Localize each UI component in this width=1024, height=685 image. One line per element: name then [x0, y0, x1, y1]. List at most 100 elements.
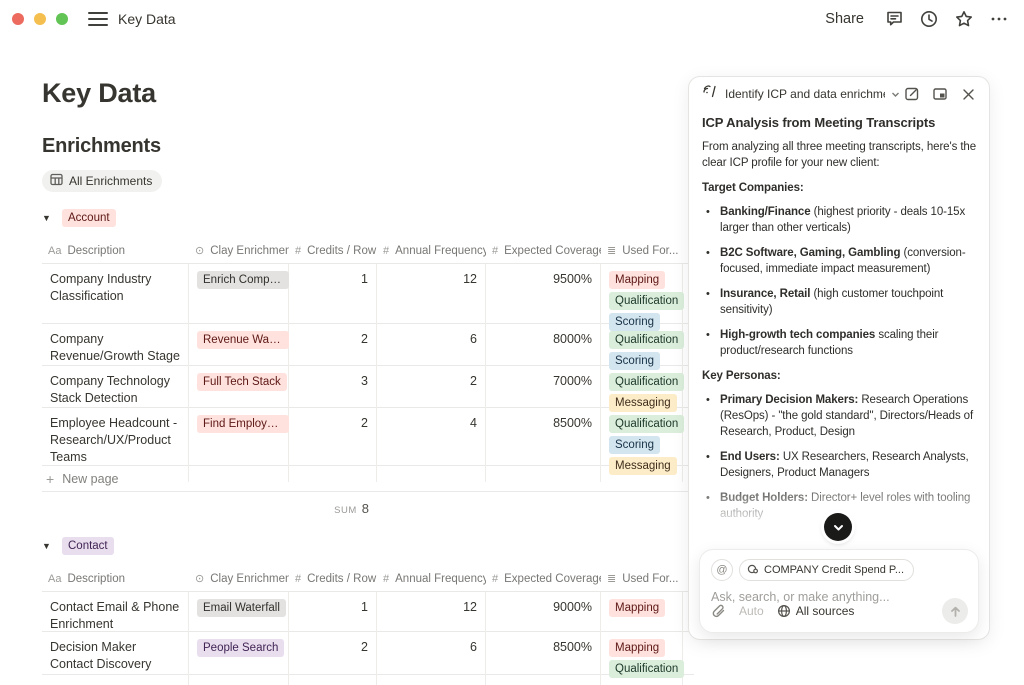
cell-description[interactable]: Contact Email & Phone Enrichment [42, 592, 189, 640]
tag-qualification: Qualification [609, 415, 685, 433]
share-button[interactable]: Share [825, 10, 864, 27]
cell-used-for[interactable]: Qualification Scoring [601, 324, 685, 377]
group-tag[interactable]: Contact [62, 537, 114, 555]
column-header-credits-row[interactable]: # Credits / Row [295, 244, 377, 257]
tag-qualification: Qualification [609, 373, 685, 391]
column-header-used-for-[interactable]: ≣ Used For... [607, 244, 679, 258]
tag-mapping: Mapping [609, 271, 666, 289]
minimize-window-button[interactable] [34, 12, 46, 25]
chip-logo-icon [747, 563, 759, 578]
view-tab-all-enrichments[interactable]: All Enrichments [42, 170, 163, 192]
comments-icon[interactable] [883, 8, 905, 30]
new-page-button[interactable]: + New page [42, 466, 694, 492]
group-toggle-icon[interactable]: ▼ [42, 213, 51, 223]
view-tab-label: All Enrichments [69, 174, 153, 188]
column-header-description[interactable]: Aa Description [48, 244, 125, 257]
open-as-page-icon[interactable] [929, 83, 951, 105]
sidebar-menu-icon[interactable] [88, 11, 108, 26]
cell-expected-coverage[interactable]: 8000% [486, 324, 601, 377]
column-header-clay-enrichment[interactable]: ⊙ Clay Enrichment [195, 244, 289, 258]
cell-annual-frequency[interactable]: 12 [377, 264, 486, 338]
attach-paperclip-icon[interactable] [711, 604, 726, 619]
cell-annual-frequency[interactable]: 12 [377, 592, 486, 640]
group-toggle-icon[interactable]: ▼ [42, 541, 51, 551]
mode-selector[interactable]: Auto [739, 604, 764, 618]
cell-annual-frequency[interactable]: 2 [377, 366, 486, 419]
tag-revenue-waterfall: Revenue Waterfall [197, 331, 289, 349]
column-type-icon: ⊙ [195, 573, 205, 585]
ai-section-label: Target Companies: [702, 182, 804, 194]
cell-annual-frequency[interactable]: 4 [377, 408, 486, 482]
ai-thread-title[interactable]: Identify ICP and data enrichments [725, 87, 885, 101]
chevron-down-icon[interactable] [890, 89, 901, 100]
column-type-icon: # [383, 244, 390, 257]
mention-button[interactable]: @ [711, 559, 733, 581]
cell-clay-enrichment[interactable]: Email Waterfall [189, 592, 289, 640]
zoom-window-button[interactable] [56, 12, 68, 25]
cell-expected-coverage[interactable]: 9000% [486, 592, 601, 640]
ai-message-section: Key Personas: • Primary Decision Makers:… [702, 368, 976, 522]
close-window-button[interactable] [12, 12, 24, 25]
context-chip[interactable]: COMPANY Credit Spend P... [739, 559, 915, 581]
tag-full-tech-stack: Full Tech Stack [197, 373, 287, 391]
column-sum[interactable]: sum 8 [334, 501, 369, 516]
table-group-account: ▼ Account Aa Description ⊙ Clay Enrichment #… [42, 208, 697, 520]
column-header-used-for-[interactable]: ≣ Used For... [607, 572, 679, 586]
tag-people-search: People Search [197, 639, 285, 657]
cell-credits-row[interactable]: 2 [289, 324, 377, 377]
cell-description[interactable]: Employee Headcount - Research/UX/Product… [42, 408, 189, 482]
column-header-description[interactable]: Aa Description [48, 572, 125, 585]
column-header-clay-enrichment[interactable]: ⊙ Clay Enrichment [195, 572, 289, 586]
cell-credits-row[interactable]: 1 [289, 264, 377, 338]
cell-expected-coverage[interactable]: 8500% [486, 408, 601, 482]
cell-used-for[interactable]: Mapping Qualification Scoring [601, 264, 685, 338]
tag-scoring: Scoring [609, 352, 660, 370]
column-type-icon: # [492, 572, 499, 585]
column-header-annual-frequency[interactable]: # Annual Frequency [383, 244, 486, 257]
table-row: Contact Email & Phone Enrichment Email W… [42, 592, 694, 640]
cell-used-for[interactable]: Qualification Messaging [601, 366, 685, 419]
page-title: Key Data [42, 78, 156, 108]
history-clock-icon[interactable] [918, 8, 940, 30]
cell-used-for[interactable]: Mapping [601, 592, 683, 640]
tag-email-waterfall: Email Waterfall [197, 599, 286, 617]
cell-description[interactable]: Company Industry Classification [42, 264, 189, 338]
plus-icon: + [46, 470, 55, 487]
sources-selector[interactable]: All sources [777, 604, 854, 618]
group-tag[interactable]: Account [62, 209, 116, 227]
cell-clay-enrichment[interactable]: Enrich Company [189, 264, 289, 338]
ai-input-field[interactable]: Ask, search, or make anything... [711, 590, 890, 604]
ai-panel-header: Identify ICP and data enrichments [689, 77, 989, 111]
column-header-annual-frequency[interactable]: # Annual Frequency [383, 572, 486, 585]
cell-credits-row[interactable]: 3 [289, 366, 377, 419]
cell-description[interactable]: Company Revenue/Growth Stage [42, 324, 189, 377]
close-panel-icon[interactable] [957, 83, 979, 105]
favorite-star-icon[interactable] [953, 8, 975, 30]
cell-annual-frequency[interactable]: 6 [377, 324, 486, 377]
ai-bullet-item: • High-growth tech companies scaling the… [706, 329, 939, 357]
cell-expected-coverage[interactable]: 9500% [486, 264, 601, 338]
scroll-to-bottom-button[interactable] [824, 513, 852, 541]
ai-assistant-panel: Identify ICP and data enrichments ICP An… [688, 76, 990, 640]
cell-description[interactable]: Company Technology Stack Detection [42, 366, 189, 419]
cell-expected-coverage[interactable]: 7000% [486, 366, 601, 419]
tag-scoring: Scoring [609, 313, 660, 331]
bullet-dot: • [706, 288, 710, 300]
more-options-icon[interactable] [988, 8, 1010, 30]
cell-clay-enrichment[interactable]: Revenue Waterfall [189, 324, 289, 377]
cell-credits-row[interactable]: 2 [289, 408, 377, 482]
context-chip-label: COMPANY Credit Spend P... [764, 564, 905, 576]
column-header-expected-coverage[interactable]: # Expected Coverage [492, 244, 601, 257]
new-chat-compose-icon[interactable] [901, 83, 923, 105]
table-group-contact: ▼ Contact Aa Description ⊙ Clay Enrichment #… [42, 536, 697, 685]
cell-clay-enrichment[interactable]: Find Employee H... [189, 408, 289, 482]
window-doc-title: Key Data [118, 10, 176, 27]
cell-credits-row[interactable]: 1 [289, 592, 377, 640]
notion-ai-face-icon [701, 83, 718, 105]
column-header-credits-row[interactable]: # Credits / Row [295, 572, 377, 585]
cell-used-for[interactable]: Qualification Scoring Messaging [601, 408, 685, 482]
cell-clay-enrichment[interactable]: Full Tech Stack [189, 366, 289, 419]
send-button[interactable] [942, 598, 968, 624]
column-header-expected-coverage[interactable]: # Expected Coverage [492, 572, 601, 585]
bullet-dot: • [706, 206, 710, 218]
